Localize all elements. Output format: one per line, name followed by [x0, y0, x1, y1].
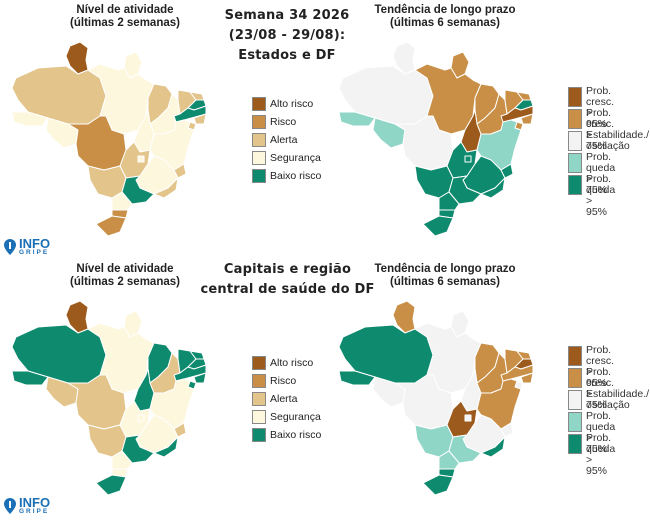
map-bottom-trend — [338, 300, 534, 496]
legend-swatch — [568, 434, 582, 454]
state-df — [137, 414, 145, 422]
state-rs — [422, 474, 454, 496]
legend-swatch — [252, 392, 266, 406]
legend-label: Prob. cresc. > 75% — [586, 107, 615, 152]
state-es — [173, 422, 187, 438]
state-es — [500, 163, 514, 179]
location-pin-icon — [4, 239, 16, 255]
legend-swatch — [252, 356, 266, 370]
state-al — [520, 113, 534, 125]
state-sp — [121, 175, 155, 205]
state-pr — [438, 191, 460, 211]
legend-label: Risco — [270, 116, 297, 128]
legend-label: Alerta — [270, 393, 298, 405]
legend-label: Prob. queda > 75% — [586, 410, 616, 455]
legend-label: Risco — [270, 375, 297, 387]
legend-label: Estabilidade./ oscilação — [586, 129, 650, 152]
legend-label: Prob. cresc. > 75% — [586, 366, 615, 411]
state-ac — [11, 111, 49, 127]
state-rj — [153, 436, 179, 458]
legend-swatch — [252, 151, 266, 165]
logo-sub: GRIPE — [19, 508, 50, 515]
legend-swatch — [252, 410, 266, 424]
state-es — [173, 163, 187, 179]
legend-swatch — [252, 374, 266, 388]
logo-word: INFO — [19, 495, 51, 510]
state-ac — [338, 111, 376, 127]
logo-word: INFO — [19, 236, 51, 251]
state-ac — [11, 370, 49, 386]
map-top-activity — [11, 41, 207, 237]
legend-label: Segurança — [270, 411, 321, 423]
top-center-title: Semana 34 2026 (23/08 - 29/08): Estados … — [224, 8, 350, 63]
legend-swatch — [568, 87, 582, 107]
state-pr — [438, 450, 460, 470]
state-pa — [414, 63, 482, 135]
state-es — [500, 422, 514, 438]
map-top-trend — [338, 41, 534, 237]
legend-label: Baixo risco — [270, 170, 322, 182]
legend-label: Alto risco — [270, 357, 314, 369]
legend-label: Segurança — [270, 152, 321, 164]
state-sp — [121, 434, 155, 464]
state-df — [137, 155, 145, 163]
legend-label: Baixo risco — [270, 429, 322, 441]
map-bottom-activity — [11, 300, 207, 496]
bottom-center-title: Capitais e região central de saúde do DF — [200, 262, 375, 297]
state-df — [464, 414, 472, 422]
legend-swatch — [252, 97, 266, 111]
legend-label: Prob. queda > 95% — [586, 432, 616, 477]
legend-swatch — [568, 175, 582, 195]
legend-swatch — [568, 131, 582, 151]
legend-swatch — [252, 428, 266, 442]
state-df — [464, 155, 472, 163]
state-rs — [422, 215, 454, 237]
infogripe-logo-bottom: INFO GRIPE — [4, 495, 51, 515]
legend-swatch — [252, 133, 266, 147]
state-pr — [111, 450, 133, 470]
state-pa — [87, 63, 155, 135]
state-rj — [480, 436, 506, 458]
state-rj — [153, 177, 179, 199]
state-rs — [95, 474, 127, 496]
legend-label: Alto risco — [270, 98, 314, 110]
top-left-title: Nível de atividade (últimas 2 semanas) — [70, 4, 180, 29]
state-sp — [448, 434, 482, 464]
legend-label: Prob. queda > 95% — [586, 173, 616, 218]
legend-swatch — [252, 169, 266, 183]
infogripe-logo-top: INFO GRIPE — [4, 236, 51, 256]
location-pin-icon — [4, 498, 16, 514]
state-al — [193, 113, 207, 125]
state-sp — [448, 175, 482, 205]
state-ac — [338, 370, 376, 386]
state-rj — [480, 177, 506, 199]
top-right-title: Tendência de longo prazo (últimas 6 sema… — [374, 4, 516, 29]
state-rs — [95, 215, 127, 237]
legend-swatch — [568, 390, 582, 410]
legend-swatch — [568, 153, 582, 173]
state-pa — [87, 322, 155, 394]
legend-swatch — [568, 368, 582, 388]
legend-swatch — [568, 346, 582, 366]
legend-label: Prob. queda > 75% — [586, 151, 616, 196]
bottom-right-title: Tendência de longo prazo (últimas 6 sema… — [374, 263, 516, 288]
legend-label: Prob. cresc. > 95% — [586, 85, 615, 130]
legend-label: Prob. cresc. > 95% — [586, 344, 615, 389]
legend-swatch — [568, 412, 582, 432]
bottom-left-title: Nível de atividade (últimas 2 semanas) — [70, 263, 180, 288]
state-al — [520, 372, 534, 384]
legend-label: Estabilidade./ oscilação — [586, 388, 650, 411]
legend-swatch — [252, 115, 266, 129]
state-pa — [414, 322, 482, 394]
legend-label: Alerta — [270, 134, 298, 146]
state-pr — [111, 191, 133, 211]
state-al — [193, 372, 207, 384]
legend-swatch — [568, 109, 582, 129]
logo-sub: GRIPE — [19, 249, 50, 256]
